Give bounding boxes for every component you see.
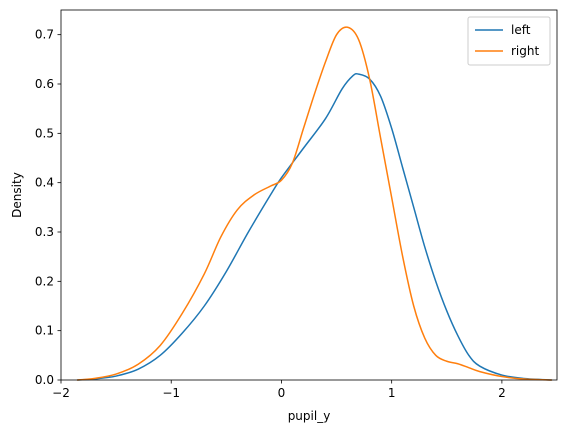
x-axis-label: pupil_y <box>288 409 331 423</box>
legend: left right <box>467 16 551 66</box>
x-tick-label: −1 <box>162 386 180 400</box>
y-tick-label: 0.0 <box>35 373 54 387</box>
x-axis-ticks: −2 −1 0 1 2 <box>52 380 506 400</box>
y-tick-label: 0.4 <box>35 176 54 190</box>
legend-label-left: left <box>511 23 531 37</box>
x-tick-label: 1 <box>388 386 396 400</box>
plot-area <box>61 10 557 380</box>
y-tick-label: 0.7 <box>35 28 54 42</box>
y-tick-label: 0.2 <box>35 274 54 288</box>
legend-label-right: right <box>511 44 539 58</box>
series-line-right <box>76 26 553 381</box>
series-line-left <box>76 72 553 381</box>
y-tick-label: 0.6 <box>35 77 54 91</box>
y-tick-label: 0.5 <box>35 126 54 140</box>
y-axis-ticks: 0.0 0.1 0.2 0.3 0.4 0.5 0.6 0.7 <box>35 28 61 387</box>
y-tick-label: 0.3 <box>35 225 54 239</box>
x-tick-label: 2 <box>498 386 506 400</box>
legend-box <box>467 16 551 66</box>
series-layer <box>76 26 553 381</box>
x-tick-label: 0 <box>278 386 286 400</box>
axes-layer <box>60 9 558 381</box>
y-axis-label: Density <box>10 172 24 218</box>
axes-frame <box>60 9 558 381</box>
y-tick-label: 0.1 <box>35 324 54 338</box>
x-tick-label: −2 <box>52 386 70 400</box>
